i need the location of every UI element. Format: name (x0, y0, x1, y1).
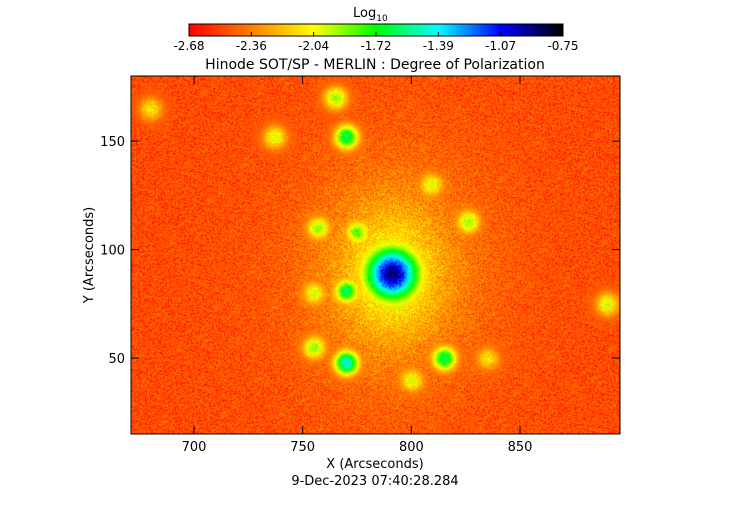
colorbar-label: Log10 (353, 6, 388, 24)
colorbar-tick-label: -2.36 (236, 39, 267, 53)
heatmap-image (131, 76, 620, 434)
colorbar-tick-label: -0.75 (547, 39, 578, 53)
x-axis-label: X (Arcseconds) (326, 457, 423, 472)
x-tick-label: 850 (508, 440, 533, 455)
axis-ticks: 700 750 800 850 50 100 150 (100, 76, 620, 455)
colorbar-tick-label: -2.68 (173, 39, 204, 53)
colorbar-tick-label: -1.39 (423, 39, 454, 53)
colorbar-ticks: -2.68 -2.36 -2.04 -1.72 -1.39 -1.07 -0.75 (173, 32, 579, 53)
y-axis-label: Y (Arcseconds) (82, 207, 97, 304)
y-tick-label: 100 (100, 244, 125, 259)
timestamp: 9-Dec-2023 07:40:28.284 (291, 474, 458, 489)
y-tick-label: 50 (108, 352, 125, 367)
y-tick-label: 150 (100, 135, 125, 150)
chart-title: Hinode SOT/SP - MERLIN : Degree of Polar… (205, 57, 545, 73)
colorbar-tick-label: -2.04 (298, 39, 329, 53)
colorbar: -2.68 -2.36 -2.04 -1.72 -1.39 -1.07 -0.75 (173, 23, 579, 53)
colorbar-tick-label: -1.72 (360, 39, 391, 53)
x-tick-label: 750 (290, 440, 315, 455)
colorbar-tick-label: -1.07 (485, 39, 516, 53)
x-tick-label: 800 (399, 440, 424, 455)
plot-frame (130, 75, 621, 435)
x-tick-label: 700 (182, 440, 207, 455)
plot-area: 700 750 800 850 50 100 150 (100, 75, 621, 455)
